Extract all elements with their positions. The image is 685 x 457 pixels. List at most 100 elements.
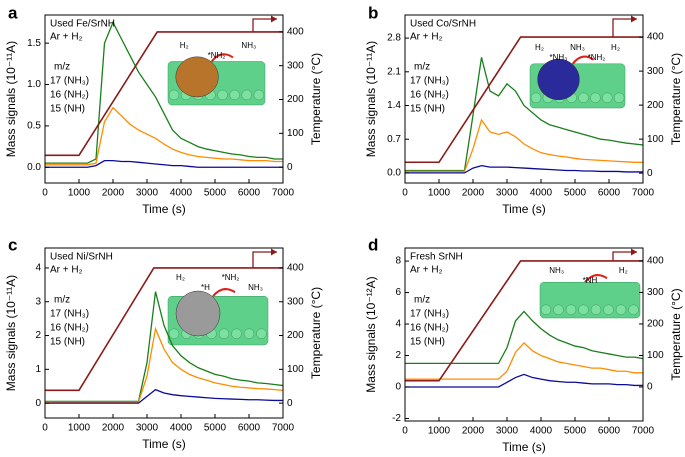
annotation: *NH₂: [208, 51, 226, 60]
legend-entry: 16 (NH₂): [50, 323, 89, 334]
inset-atom: [565, 304, 577, 315]
y2-tick-label: 300: [287, 296, 304, 307]
x-tick-label: 7000: [632, 426, 655, 437]
x-axis-label: Time (s): [502, 440, 546, 454]
y-tick-label: 1.5: [27, 38, 41, 49]
y2-tick-label: 0: [647, 168, 653, 179]
y-tick-label: 2: [35, 330, 41, 341]
annotation: H₂: [619, 266, 628, 275]
x-tick-label: 6000: [238, 188, 261, 199]
y-tick-label: 6: [395, 287, 401, 298]
temperature-line: [405, 260, 643, 382]
legend-entry: 16 (NH₂): [50, 90, 89, 101]
temperature-arrowhead: [631, 248, 637, 256]
x-tick-label: 1000: [428, 188, 451, 199]
y2-tick-label: 0: [287, 162, 293, 173]
inset-arrow: [212, 288, 236, 297]
x-tick-label: 2000: [102, 423, 125, 434]
y-axis-label: Mass signals (10⁻¹¹A): [4, 41, 18, 157]
x-tick-label: 3000: [136, 423, 159, 434]
temperature-arrowhead: [271, 248, 277, 256]
annotation: H₂: [176, 273, 185, 282]
y2-tick-label: 0: [647, 382, 653, 393]
signal-line: [45, 20, 283, 164]
temperature-arrow: [612, 251, 637, 261]
y2-tick-label: 100: [287, 364, 304, 375]
x-tick-label: 0: [402, 426, 408, 437]
x-tick-label: 1000: [68, 423, 91, 434]
legend-heading: m/z: [414, 62, 430, 73]
y2-tick-label: 200: [647, 319, 664, 330]
legend-entry: 15 (NH): [410, 337, 445, 348]
inset-atom: [602, 92, 613, 104]
x-axis-label: Time (s): [142, 202, 186, 216]
x-tick-label: 5000: [564, 426, 587, 437]
panel-label: b: [368, 3, 378, 22]
temperature-line: [45, 31, 283, 157]
y-tick-label: 0.7: [387, 134, 401, 145]
y-tick-label: 8: [395, 256, 401, 267]
panel-label: d: [368, 235, 378, 254]
legend-entry: 16 (NH₂): [410, 323, 449, 334]
inset-atom: [590, 92, 601, 104]
signal-line: [405, 165, 643, 174]
y-tick-label: 2.8: [387, 33, 401, 44]
annotation: *NH₂: [222, 273, 240, 282]
x-tick-label: 5000: [204, 188, 227, 199]
x-tick-label: 3000: [496, 426, 519, 437]
y2-tick-label: 300: [287, 60, 304, 71]
inset-atom: [578, 92, 589, 104]
legend-entry: 15 (NH): [50, 337, 85, 348]
temperature-line: [45, 267, 283, 392]
y-tick-label: 0: [395, 382, 401, 393]
inset-atom: [243, 328, 255, 339]
legend-title-sample: Used Co/SrNH: [410, 19, 476, 30]
x-tick-label: 6000: [598, 426, 621, 437]
inset-atom: [168, 89, 180, 101]
x-tick-label: 0: [42, 423, 48, 434]
legend-subtitle: Ar + H₂: [50, 265, 83, 276]
panel-label: a: [8, 3, 18, 22]
temperature-arrowhead: [271, 15, 277, 23]
inset-atom: [590, 304, 602, 315]
legend-subtitle: Ar + H₂: [410, 32, 443, 43]
temperature-arrow: [252, 18, 277, 32]
y2-axis-label: Temperature (°C): [669, 288, 683, 380]
inset-cluster: [537, 58, 580, 101]
inset-atom: [253, 89, 265, 101]
y-axis-label: Mass signals (10⁻¹²A): [364, 276, 378, 392]
x-tick-label: 4000: [530, 426, 553, 437]
legend-entry: 17 (NH₃): [410, 309, 449, 320]
temperature-arrow: [612, 18, 637, 38]
legend-subtitle: Ar + H₂: [410, 265, 443, 276]
x-tick-label: 6000: [238, 423, 261, 434]
annotation: NH₃: [549, 266, 564, 275]
legend-entry: 16 (NH₂): [410, 90, 449, 101]
inset-atom: [613, 92, 625, 104]
inset-arrow: [584, 274, 608, 283]
annotation: NH₃: [241, 41, 256, 50]
y2-tick-label: 200: [287, 94, 304, 105]
signal-line: [405, 118, 643, 173]
annotation: *NH₂: [588, 53, 606, 62]
legend-title-sample: Fresh SrNH: [410, 252, 463, 263]
x-axis-label: Time (s): [502, 202, 546, 216]
signal-line: [45, 106, 283, 166]
y-tick-label: 1.0: [27, 79, 41, 90]
y-tick-label: 4: [395, 319, 401, 330]
inset-atom: [231, 328, 242, 339]
annotation: *H: [201, 283, 210, 292]
x-tick-label: 2000: [462, 188, 485, 199]
y-tick-label: 0: [35, 398, 41, 409]
legend-entry: 17 (NH₃): [50, 76, 89, 87]
x-tick-label: 6000: [598, 188, 621, 199]
legend-entry: 17 (NH₃): [50, 309, 89, 320]
annotation: H₂: [611, 43, 620, 52]
annotation: *NH₃: [550, 53, 568, 62]
x-tick-label: 2000: [462, 426, 485, 437]
y2-tick-label: 300: [647, 287, 664, 298]
y2-tick-label: 100: [647, 350, 664, 361]
inset-atom: [217, 89, 228, 101]
